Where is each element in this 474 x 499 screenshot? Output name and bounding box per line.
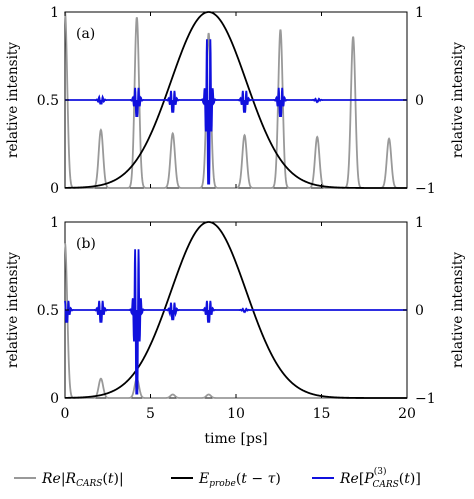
panel-b-ytick-right-label: −1 [415, 391, 436, 407]
panel-b-series-blue [64, 249, 407, 395]
panel-a: 0 0.5 1 −1 0 1 (a) relative intensity relativ… [5, 5, 466, 197]
panel-b-series-gray [64, 242, 407, 399]
legend-label-gray: Re|RCARS(t)| [41, 471, 124, 489]
panel-b-left-ylabel: relative intensity [5, 252, 21, 368]
panel-a-ytick-left-label: 0 [50, 181, 59, 197]
panel-a-ytick-right-label: 1 [415, 5, 424, 21]
legend-label-black: Eprobe(t − τ) [198, 471, 281, 489]
panel-b-xtick-label: 15 [313, 406, 331, 422]
panel-a-series-black [65, 11, 407, 189]
panel-a-ytick-right-label: −1 [415, 181, 436, 197]
panel-a-left-ylabel: relative intensity [5, 42, 21, 158]
panel-a-ytick-left-label: 1 [50, 5, 59, 21]
panel-b-ticks: 0 5 10 15 20 0 0.5 1 −1 0 1 [37, 215, 436, 422]
panel-b-label: (b) [76, 236, 96, 252]
panel-b-ytick-left-label: 1 [50, 215, 59, 231]
panel-b-ytick-left-label: 0.5 [37, 303, 59, 319]
panel-a-ticks: 0 0.5 1 −1 0 1 [37, 5, 436, 197]
panel-b: 0 5 10 15 20 0 0.5 1 −1 0 1 (b) relative intensity… [5, 215, 466, 447]
panel-a-label: (a) [76, 26, 95, 42]
panel-b-series [64, 221, 407, 399]
panel-a-right-ylabel: relative intensity [450, 42, 466, 158]
panel-b-series-black [65, 221, 407, 399]
panel-b-ytick-left-label: 0 [50, 391, 59, 407]
panel-b-ytick-right-label: 1 [415, 215, 424, 231]
panel-b-xtick-label: 20 [398, 406, 416, 422]
panel-b-xtick-label: 0 [61, 406, 70, 422]
panel-a-ytick-right-label: 0 [415, 93, 424, 109]
panel-a-series [64, 11, 407, 189]
panel-b-xtick-label: 5 [146, 406, 155, 422]
panel-b-ytick-right-label: 0 [415, 303, 424, 319]
panel-a-series-blue [65, 39, 407, 185]
panel-b-right-ylabel: relative intensity [450, 252, 466, 368]
x-axis-label: time [ps] [204, 431, 267, 447]
panel-a-ytick-left-label: 0.5 [37, 93, 59, 109]
legend: Re|RCARS(t)| Eprobe(t − τ) Re[P(3) CARS(t… [14, 466, 421, 490]
panel-b-xtick-label: 10 [227, 406, 245, 422]
legend-label-blue: Re[P(3) CARS(t)] [339, 466, 421, 490]
